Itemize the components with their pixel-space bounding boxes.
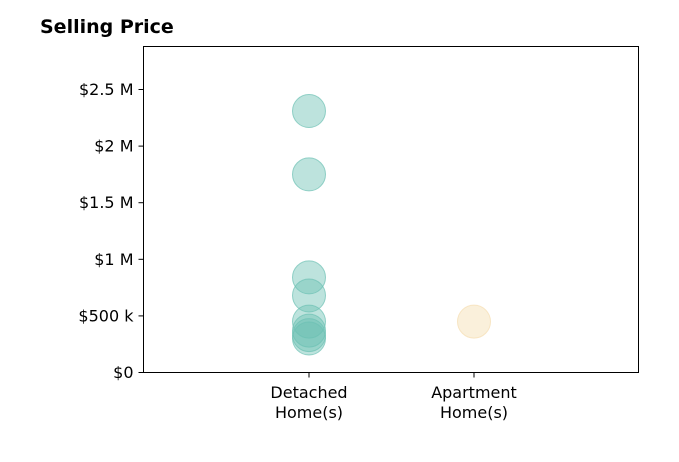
data-point-0-1 (292, 157, 326, 192)
y-tick-label-0: $0 (113, 363, 133, 382)
x-axis: Detached Home(s)Apartment Home(s) (270, 372, 517, 422)
data-point-0-0 (292, 94, 326, 128)
x-category-label-0-line-1: Home(s) (275, 403, 343, 422)
y-tick-label-3: $1.5 M (79, 193, 134, 212)
y-tick-label-5: $2.5 M (79, 80, 134, 99)
x-category-label-1-line-1: Home(s) (440, 403, 508, 422)
x-category-label-0: Detached Home(s) (270, 383, 347, 422)
x-category-label-1-line-0: Apartment (431, 383, 517, 402)
data-point-0-2 (292, 260, 326, 295)
y-tick-label-1: $500 k (78, 306, 134, 325)
data-point-0-5 (292, 313, 326, 348)
y-tick-label-4: $2 M (94, 137, 133, 156)
data-point-0-3 (292, 278, 326, 313)
plot-area-frame (143, 46, 639, 373)
data-point-0-7 (292, 321, 326, 356)
x-category-label-0-line-0: Detached (270, 383, 347, 402)
data-point-1-0 (457, 304, 491, 339)
data-points (292, 94, 491, 356)
y-axis: $0 $500 k $1 M $1.5 M $2 M $2.5 M (78, 80, 144, 382)
x-category-label-1: Apartment Home(s) (431, 383, 517, 422)
y-tick-label-2: $1 M (94, 250, 133, 269)
chart-title: Selling Price (40, 16, 174, 38)
